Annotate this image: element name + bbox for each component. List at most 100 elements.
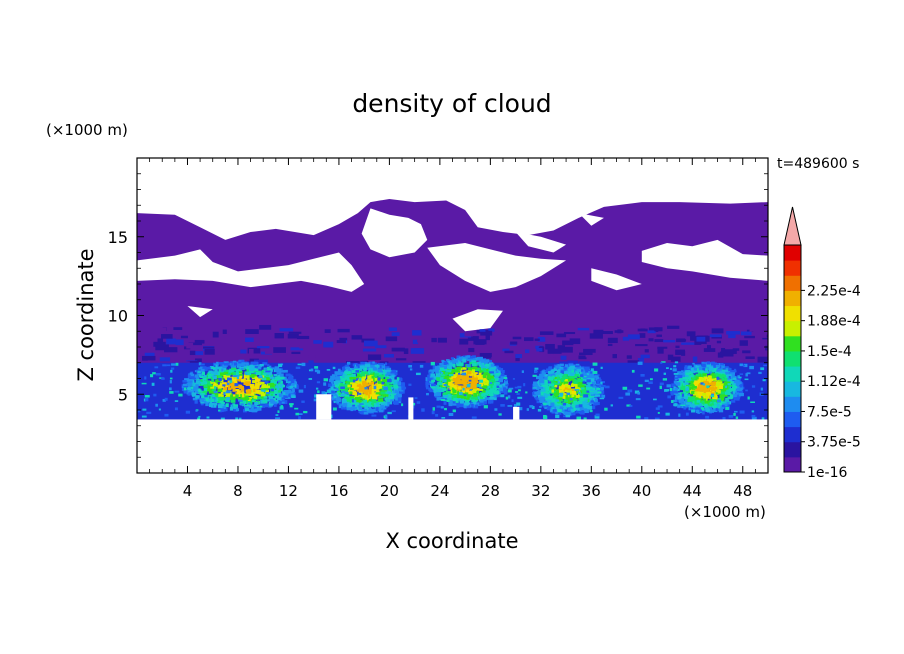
edge-speckle	[447, 388, 450, 390]
core-cell	[496, 394, 501, 398]
edge-speckle	[441, 417, 446, 419]
core-cell	[441, 359, 445, 362]
mid-band-cell	[663, 339, 676, 343]
colorbar-swatch	[784, 335, 801, 352]
colorbar-swatch	[784, 396, 801, 412]
core-cell	[710, 381, 716, 385]
core-cell	[571, 393, 575, 398]
core-cell	[350, 407, 355, 411]
core-cell	[372, 367, 378, 371]
core-cell	[446, 369, 452, 373]
edge-speckle	[141, 382, 147, 385]
mid-band-cell	[635, 344, 648, 347]
core-cell	[219, 400, 224, 404]
edge-speckle	[235, 417, 239, 420]
core-cell	[481, 388, 485, 393]
edge-speckle	[415, 372, 421, 376]
core-cell	[722, 403, 728, 407]
core-cell	[448, 378, 454, 382]
core-cell	[218, 367, 222, 371]
core-cell	[342, 387, 346, 391]
core-cell	[714, 363, 721, 368]
core-cell	[348, 371, 351, 374]
core-cell	[397, 385, 403, 388]
clear-air-gap	[578, 213, 604, 226]
core-cell	[455, 400, 459, 403]
edge-speckle	[599, 397, 605, 400]
core-cell	[431, 371, 435, 374]
core-cell	[376, 389, 380, 392]
edge-speckle	[359, 403, 364, 406]
edge-speckle	[536, 390, 541, 394]
core-cell	[455, 361, 459, 364]
edge-speckle	[294, 384, 297, 388]
core-cell	[271, 377, 275, 381]
core-cell	[545, 396, 549, 400]
edge-speckle	[358, 392, 362, 395]
core-cell	[585, 368, 590, 372]
core-cell	[222, 406, 226, 410]
edge-speckle	[739, 373, 744, 375]
core-cell	[357, 397, 363, 400]
core-cell	[239, 362, 245, 367]
core-cell	[728, 384, 733, 387]
edge-speckle	[226, 397, 230, 401]
core-cell	[477, 361, 481, 364]
edge-speckle	[678, 413, 681, 417]
edge-speckle	[749, 365, 754, 370]
edge-speckle	[692, 362, 695, 365]
core-cell	[222, 387, 228, 391]
edge-speckle	[266, 366, 270, 369]
core-cell	[686, 375, 692, 380]
core-cell	[572, 399, 578, 402]
core-cell	[489, 396, 495, 400]
core-cell	[582, 368, 587, 372]
core-cell	[571, 374, 575, 378]
edge-speckle	[277, 410, 280, 413]
edge-speckle	[489, 371, 494, 374]
core-cell	[738, 386, 743, 390]
core-cell	[463, 405, 467, 408]
core-cell	[585, 386, 591, 390]
edge-speckle	[419, 364, 424, 368]
edge-speckle	[681, 402, 685, 405]
core-cell	[593, 390, 598, 394]
core-cell	[488, 378, 495, 382]
edge-speckle	[432, 407, 435, 411]
core-cell	[685, 391, 689, 395]
core-cell	[194, 377, 200, 380]
core-cell	[375, 392, 381, 395]
x-tick-label: 32	[531, 482, 550, 500]
edge-speckle	[442, 379, 447, 383]
mid-band-cell	[247, 347, 261, 354]
core-cell	[473, 399, 479, 402]
core-cell	[590, 381, 594, 386]
core-cell	[695, 397, 701, 400]
edge-speckle	[383, 387, 388, 391]
core-cell	[485, 390, 490, 395]
edge-speckle	[401, 403, 404, 407]
core-cell	[276, 372, 281, 375]
core-cell	[467, 367, 471, 371]
core-cell	[495, 371, 499, 375]
core-cell	[208, 389, 214, 394]
core-cell	[370, 378, 376, 382]
core-cell	[194, 400, 198, 404]
y-tick-label: 10	[108, 307, 128, 326]
core-cell	[589, 373, 594, 376]
core-cell	[724, 369, 731, 372]
core-cell	[213, 403, 217, 408]
edge-speckle	[183, 387, 187, 391]
edge-speckle	[382, 386, 388, 388]
core-cell	[352, 390, 357, 394]
edge-speckle	[446, 399, 450, 402]
core-cell	[334, 371, 339, 375]
core-cell	[457, 367, 461, 370]
edge-speckle	[558, 395, 563, 397]
mid-band-cell	[662, 325, 669, 331]
core-cell	[725, 391, 731, 395]
edge-speckle	[659, 382, 664, 386]
edge-speckle	[578, 404, 583, 408]
core-cell	[471, 360, 476, 363]
clear-air-gap	[515, 232, 567, 253]
